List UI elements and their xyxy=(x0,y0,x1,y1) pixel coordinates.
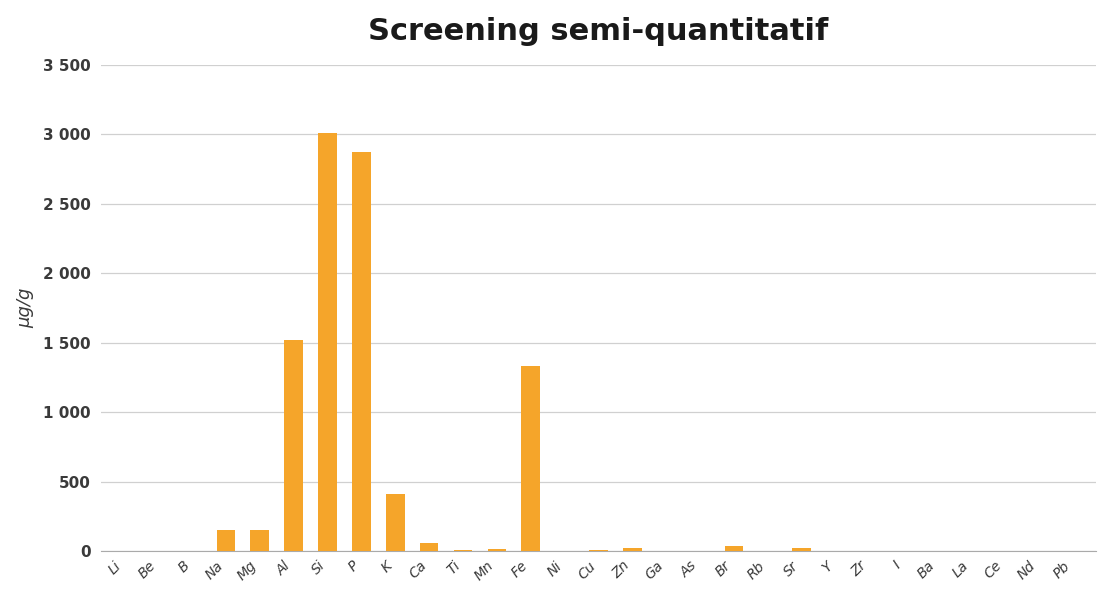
Bar xyxy=(284,340,303,551)
Bar xyxy=(487,549,506,551)
Bar xyxy=(217,530,235,551)
Bar xyxy=(420,543,439,551)
Title: Screening semi-quantitatif: Screening semi-quantitatif xyxy=(368,17,828,46)
Bar xyxy=(386,494,404,551)
Bar xyxy=(589,550,608,551)
Bar xyxy=(521,366,540,551)
Bar xyxy=(352,152,371,551)
Bar xyxy=(623,548,642,551)
Bar xyxy=(318,133,337,551)
Bar xyxy=(725,546,743,551)
Bar xyxy=(792,548,811,551)
Bar xyxy=(250,530,269,551)
Bar xyxy=(454,550,472,551)
Y-axis label: µg/g: µg/g xyxy=(17,288,35,328)
